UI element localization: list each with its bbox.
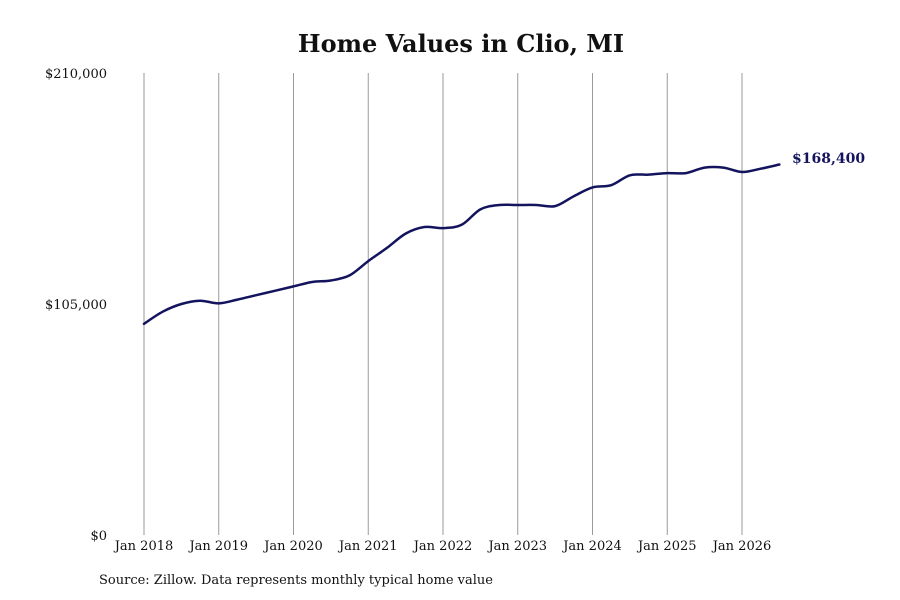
x-tick-label: Jan 2023 (486, 539, 547, 554)
x-tick-label: Jan 2022 (412, 539, 473, 554)
x-axis-ticks: Jan 2018 Jan 2019 Jan 2020 Jan 2021 Jan 2022… (113, 539, 772, 554)
x-tick-label: Jan 2020 (262, 539, 323, 554)
y-tick-label: $105,000 (45, 298, 107, 313)
end-value-label: $168,400 (792, 151, 865, 167)
y-axis-ticks: $210,000 $105,000 $0 (45, 67, 107, 544)
series-line (142, 163, 781, 326)
series-group (142, 163, 781, 326)
x-tick-label: Jan 2018 (113, 539, 174, 554)
chart-title: Home Values in Clio, MI (298, 29, 624, 58)
x-tick-label: Jan 2026 (711, 539, 772, 554)
y-tick-label: $0 (90, 529, 107, 544)
source-note: Source: Zillow. Data represents monthly … (99, 573, 493, 588)
x-tick-label: Jan 2021 (337, 539, 398, 554)
y-tick-label: $210,000 (45, 67, 107, 82)
x-tick-label: Jan 2019 (187, 539, 248, 554)
x-tick-label: Jan 2024 (561, 539, 622, 554)
x-tick-label: Jan 2025 (636, 539, 697, 554)
grid-lines (143, 73, 743, 535)
